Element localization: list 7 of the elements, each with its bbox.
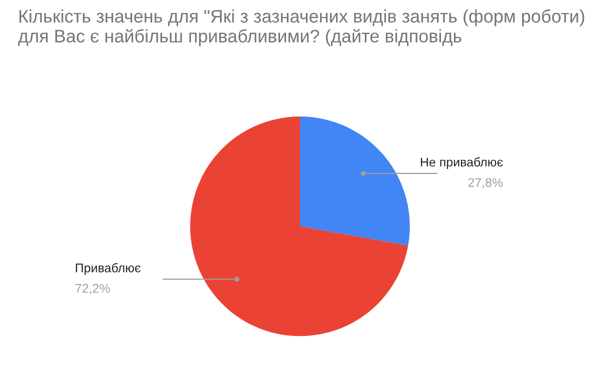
data-label: 27,8% (468, 178, 503, 188)
pie-slice (300, 116, 410, 246)
pie-slice (190, 116, 408, 336)
data-label: 72,2% (76, 284, 110, 294)
slice-label: Не приваблює (420, 157, 503, 170)
slice-label: Приваблює (76, 263, 141, 275)
chart-title: Кількість значень для "Які з зазначених видів занять (форм роботи) для Вас є найбільш привабливими? (дайте відповідь (18, 9, 584, 46)
